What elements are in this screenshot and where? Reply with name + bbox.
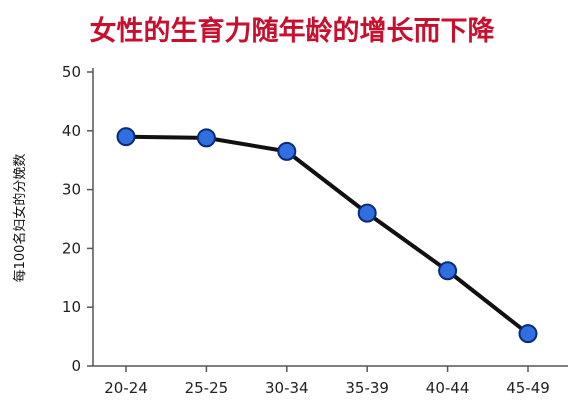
data-point-20-24 <box>116 127 136 147</box>
data-point-45-49 <box>518 324 538 344</box>
y-tick-label: 0 <box>71 357 81 375</box>
y-tick-label: 40 <box>62 122 81 140</box>
axes <box>87 68 568 372</box>
data-point-40-44 <box>438 261 458 281</box>
x-tick-label: 20-24 <box>104 379 148 397</box>
series-polyline <box>124 134 530 336</box>
x-tick-label: 45-49 <box>506 379 550 397</box>
series-line <box>124 134 530 336</box>
y-tick-label: 30 <box>62 181 81 199</box>
data-markers <box>116 127 538 344</box>
data-point-30-34 <box>277 141 297 161</box>
y-tick-label: 20 <box>62 239 81 257</box>
y-tick-label: 10 <box>62 298 81 316</box>
x-tick-labels: 20-24 25-25 30-34 35-39 40-44 45-49 <box>104 379 550 397</box>
data-point-25-25 <box>196 128 216 148</box>
x-tick-label: 25-25 <box>185 379 229 397</box>
data-point-35-39 <box>357 203 377 223</box>
y-tick-label: 50 <box>62 63 81 81</box>
chart-title: 女性的生育力随年龄的增长而下降 <box>90 15 496 47</box>
x-tick-label: 35-39 <box>345 379 389 397</box>
y-axis-label: 每100名妇女的分娩数 <box>12 154 28 283</box>
x-tick-label: 30-34 <box>265 379 309 397</box>
x-tick-label: 40-44 <box>426 379 470 397</box>
y-tick-labels: 0 10 20 30 40 50 <box>62 63 81 375</box>
